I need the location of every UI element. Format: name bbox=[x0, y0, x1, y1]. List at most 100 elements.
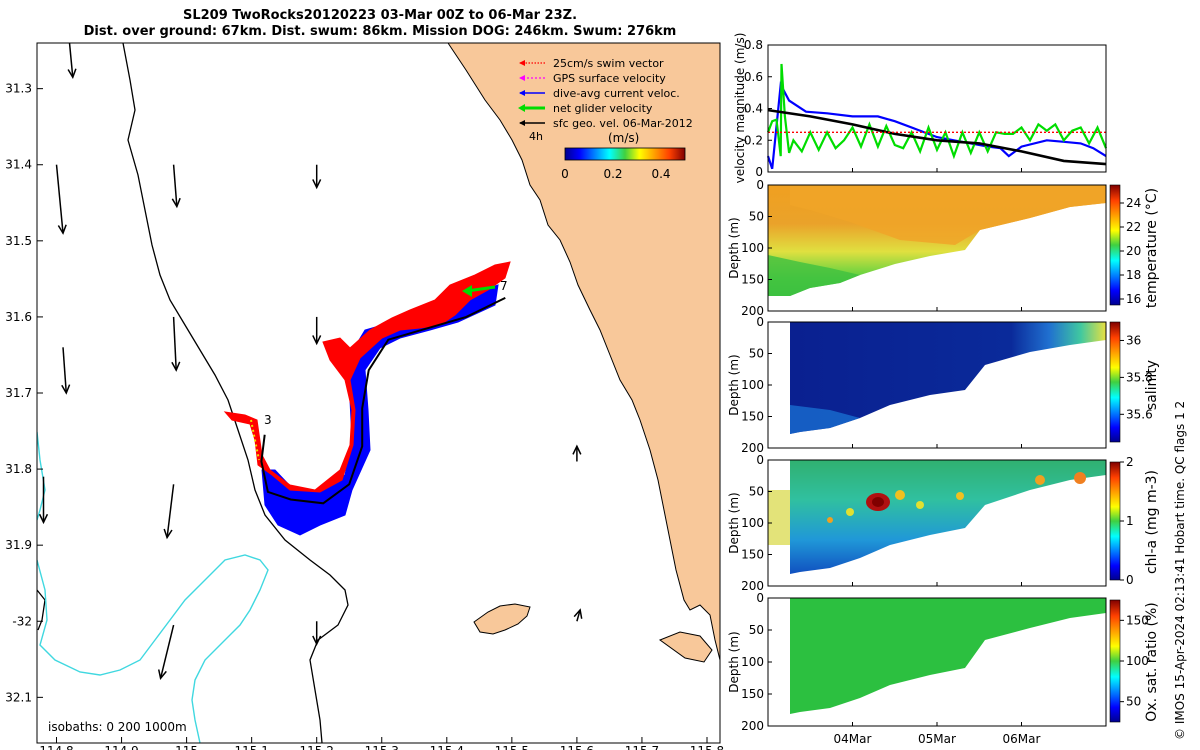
section-y-tick-label: 100 bbox=[741, 655, 764, 669]
section-y-tick-label: 200 bbox=[741, 579, 764, 593]
geo-velocity-arrow bbox=[55, 164, 64, 234]
section-y-tick-label: 50 bbox=[749, 210, 764, 224]
section-y-tick-label: 100 bbox=[741, 241, 764, 255]
footer-credit: © IMOS 15-Apr-2024 02:13:41 Hobart time.… bbox=[1173, 401, 1187, 740]
map-colorbar-label: (m/s) bbox=[608, 131, 639, 145]
section-y-tick-label: 100 bbox=[741, 378, 764, 392]
colorbar-tick-label: 35.6 bbox=[1126, 407, 1153, 421]
colorbar-tick-label: 20 bbox=[1126, 244, 1141, 258]
map-colorbar-tick-label: 0 bbox=[561, 167, 569, 181]
geo-velocity-arrowhead bbox=[67, 68, 77, 79]
map-y-tick-label: 31.3 bbox=[5, 82, 32, 96]
map-colorbar-tick-label: 0.4 bbox=[651, 167, 670, 181]
velocity-series-net bbox=[766, 63, 1108, 160]
map-y-tick-label: 31.4 bbox=[5, 158, 32, 172]
velocity-lines bbox=[766, 63, 1108, 170]
section-y-tick-label: 100 bbox=[741, 516, 764, 530]
section-y-tick-label: 50 bbox=[749, 347, 764, 361]
geo-velocity-arrow bbox=[172, 316, 177, 371]
chlorophyll-colorbar-label: chl-a (mg m-3) bbox=[1144, 470, 1160, 574]
map-x-tick-label: 115 bbox=[175, 744, 198, 750]
map-y-tick-label: 31.7 bbox=[5, 386, 32, 400]
colorbar-tick-label: 36 bbox=[1126, 333, 1141, 347]
isobath-200m-west bbox=[37, 589, 46, 631]
chlorophyll-spots bbox=[768, 472, 1086, 545]
chl-spot bbox=[846, 508, 854, 516]
section-y-tick-label: 150 bbox=[741, 687, 764, 701]
section-y-tick-label: 0 bbox=[756, 591, 764, 605]
temperature-bottom-layer bbox=[768, 255, 860, 296]
map-x-tick-label: 115.3 bbox=[365, 744, 399, 750]
island-small bbox=[658, 631, 713, 663]
section-y-tick-label: 150 bbox=[741, 548, 764, 562]
map-x-tick-label: 115.6 bbox=[560, 744, 594, 750]
salinity-panel: salinity bbox=[767, 321, 1160, 449]
geo-velocity-arrow bbox=[68, 43, 74, 78]
section-y-tick-label: 200 bbox=[741, 441, 764, 455]
section-y-tick-label: 0 bbox=[756, 315, 764, 329]
salinity-colorbar-label: salinity bbox=[1144, 360, 1160, 410]
colorbar-tick-label: 100 bbox=[1126, 654, 1149, 668]
legend-gps-label: GPS surface velocity bbox=[553, 72, 666, 85]
section-y-tick-label: 150 bbox=[741, 410, 764, 424]
oxygen-colorbar bbox=[1109, 599, 1121, 723]
map-colorbar-ticks: 0 0.2 0.4 bbox=[561, 167, 670, 181]
oxygen-colorbar-label: Ox. sat. ratio (%) bbox=[1144, 602, 1160, 721]
oxygen-field bbox=[790, 598, 1106, 714]
time-axis-ticks: 04Mar 05Mar 06Mar bbox=[834, 168, 1041, 746]
geo-velocity-arrows bbox=[38, 43, 583, 681]
colorbar-tick-label: 1 bbox=[1126, 514, 1134, 528]
legend-4h-label: 4h bbox=[529, 130, 543, 143]
salinity-colorbar bbox=[1109, 321, 1121, 443]
velocity-y-tick-label: 0.2 bbox=[744, 133, 763, 147]
isobath-1000m bbox=[37, 431, 269, 743]
section-ylabel: Depth (m) bbox=[727, 354, 741, 415]
map-x-tick-label: 115.7 bbox=[625, 744, 659, 750]
geo-velocity-arrowhead bbox=[38, 513, 49, 525]
figure-title: SL209 TwoRocks20120223 03-Mar 00Z to 06-… bbox=[0, 8, 760, 40]
geo-velocity-arrowhead bbox=[573, 608, 583, 619]
map-y-tick-label: 31.5 bbox=[5, 234, 32, 248]
legend-swim-label: 25cm/s swim vector bbox=[553, 57, 664, 70]
colorbar-tick-label: 150 bbox=[1126, 613, 1149, 627]
velocity-ylabel: velocity magnitude (m/s) bbox=[733, 33, 747, 184]
title-line-1: SL209 TwoRocks20120223 03-Mar 00Z to 06-… bbox=[182, 8, 578, 23]
legend-swim-arrowhead bbox=[519, 60, 525, 66]
legend-sfc-label: sfc geo. vel. 06-Mar-2012 bbox=[553, 117, 693, 130]
isobath-200m bbox=[122, 43, 349, 743]
chlorophyll-colorbar bbox=[1109, 461, 1121, 581]
oxygen-panel: Ox. sat. ratio (%) bbox=[767, 597, 1160, 727]
map-y-tick-label: 32.1 bbox=[5, 690, 32, 704]
colorbar-tick-label: 50 bbox=[1126, 695, 1141, 709]
time-tick-label: 05Mar bbox=[918, 732, 956, 746]
geo-velocity-arrowhead bbox=[57, 224, 67, 235]
chl-spot bbox=[895, 490, 905, 500]
section-y-tick-label: 200 bbox=[741, 719, 764, 733]
map-y-tick-label: 31.8 bbox=[5, 462, 32, 476]
chl-spot bbox=[1035, 475, 1045, 485]
time-tick-label: 04Mar bbox=[834, 732, 872, 746]
section-y-tick-label: 0 bbox=[756, 178, 764, 192]
map-x-tick-label: 115.2 bbox=[300, 744, 334, 750]
velocity-panel-bg bbox=[768, 45, 1106, 172]
map-x-tick-label: 115.8 bbox=[690, 744, 724, 750]
map-x-tick-label: 115.5 bbox=[495, 744, 529, 750]
legend-sfc-arrowhead bbox=[519, 120, 525, 126]
chl-spot bbox=[827, 517, 833, 523]
colorbar-tick-label: 35.8 bbox=[1126, 370, 1153, 384]
section-y-tick-label: 200 bbox=[741, 304, 764, 318]
chl-spot bbox=[1074, 472, 1086, 484]
geo-velocity-arrow bbox=[172, 164, 178, 207]
isobath-label: isobaths: 0 200 1000m bbox=[48, 720, 187, 734]
chlorophyll-panel: chl-a (mg m-3) bbox=[767, 459, 1160, 587]
colorbar-tick-label: 0 bbox=[1126, 573, 1134, 587]
legend-dive-label: dive-avg current veloc. bbox=[553, 87, 680, 100]
map-x-tick-label: 115.1 bbox=[234, 744, 268, 750]
day-marker-3: 3 bbox=[264, 413, 272, 427]
velocity-y-tick-label: 0 bbox=[755, 165, 763, 179]
geo-velocity-arrow bbox=[576, 609, 581, 622]
geo-velocity-arrowhead bbox=[163, 528, 173, 540]
temperature-colorbar bbox=[1109, 184, 1121, 306]
